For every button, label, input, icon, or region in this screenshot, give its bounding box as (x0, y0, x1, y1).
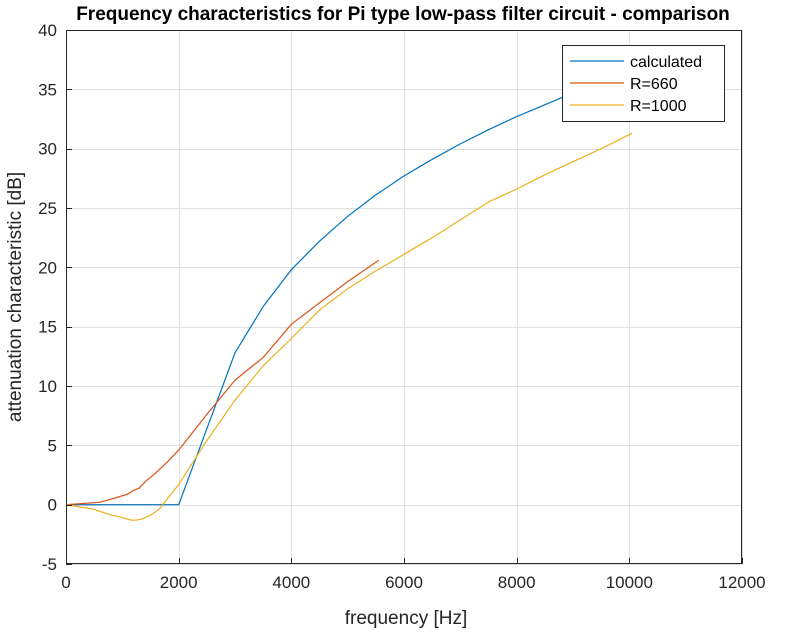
legend-label-2: R=660 (630, 76, 678, 93)
x-tick-label: 12000 (718, 573, 765, 592)
y-tick-label: 15 (38, 318, 57, 337)
y-axis: -5 0 5 10 15 20 25 30 35 40 (38, 21, 72, 574)
y-tick-label: 35 (38, 80, 57, 99)
x-tick-label: 10000 (606, 573, 653, 592)
x-axis-label: frequency [Hz] (345, 608, 468, 629)
legend-label-1: calculated (630, 54, 702, 71)
y-tick-label: 30 (38, 140, 57, 159)
y-tick-label: 5 (48, 436, 57, 455)
y-tick-label: 20 (38, 258, 57, 277)
legend[interactable]: calculated R=660 R=1000 (562, 45, 725, 122)
y-tick-label: 25 (38, 199, 57, 218)
series-layer (65, 92, 633, 521)
x-axis: 0 2000 4000 6000 8000 10000 12000 (61, 558, 766, 592)
series-line-3 (65, 132, 633, 521)
y-tick-label: 0 (48, 496, 57, 515)
x-tick-label: 0 (61, 573, 70, 592)
x-tick-label: 4000 (272, 573, 310, 592)
series-line-1 (66, 92, 574, 506)
chart-title: Frequency characteristics for Pi type lo… (76, 4, 730, 25)
legend-label-3: R=1000 (630, 98, 687, 115)
y-tick-label: -5 (42, 555, 57, 574)
x-tick-label: 6000 (385, 573, 423, 592)
y-tick-label: 40 (38, 21, 57, 40)
series-line-2 (65, 259, 380, 506)
y-tick-label: 10 (38, 377, 57, 396)
y-axis-label: attenuation characteristic [dB] (5, 172, 26, 422)
x-tick-label: 2000 (160, 573, 198, 592)
x-tick-label: 8000 (498, 573, 536, 592)
